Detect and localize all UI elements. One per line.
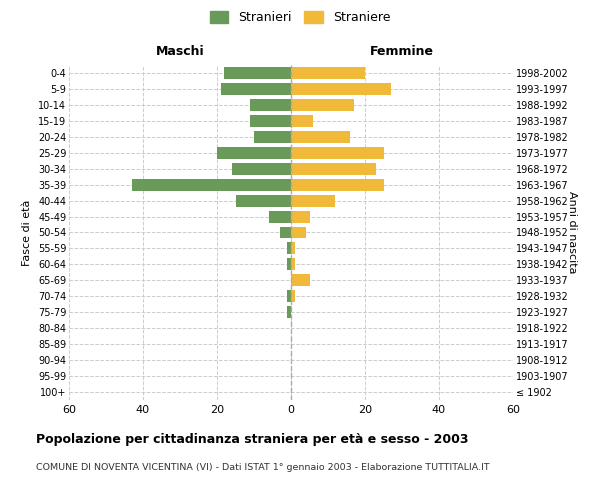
Bar <box>269 210 291 222</box>
Bar <box>291 83 391 95</box>
Bar <box>217 147 291 158</box>
Bar <box>291 162 376 174</box>
Text: Femmine: Femmine <box>370 46 434 59</box>
Bar <box>291 99 354 111</box>
Y-axis label: Anni di nascita: Anni di nascita <box>567 191 577 274</box>
Bar <box>291 274 310 286</box>
Bar <box>291 131 350 143</box>
Bar <box>221 83 291 95</box>
Bar <box>287 290 291 302</box>
Bar <box>291 290 295 302</box>
Bar <box>224 67 291 79</box>
Bar <box>250 99 291 111</box>
Bar <box>254 131 291 143</box>
Bar <box>291 210 310 222</box>
Text: Popolazione per cittadinanza straniera per età e sesso - 2003: Popolazione per cittadinanza straniera p… <box>36 432 469 446</box>
Bar <box>291 194 335 206</box>
Bar <box>232 162 291 174</box>
Bar <box>235 194 291 206</box>
Bar <box>291 115 313 127</box>
Bar <box>280 226 291 238</box>
Bar <box>250 115 291 127</box>
Bar <box>132 178 291 190</box>
Text: COMUNE DI NOVENTA VICENTINA (VI) - Dati ISTAT 1° gennaio 2003 - Elaborazione TUT: COMUNE DI NOVENTA VICENTINA (VI) - Dati … <box>36 462 490 471</box>
Bar <box>291 67 365 79</box>
Bar <box>291 178 383 190</box>
Legend: Stranieri, Straniere: Stranieri, Straniere <box>205 6 395 29</box>
Bar <box>287 306 291 318</box>
Bar <box>287 242 291 254</box>
Bar <box>287 258 291 270</box>
Bar <box>291 226 306 238</box>
Y-axis label: Fasce di età: Fasce di età <box>22 200 32 266</box>
Text: Maschi: Maschi <box>155 46 205 59</box>
Bar <box>291 147 383 158</box>
Bar <box>291 242 295 254</box>
Bar <box>291 258 295 270</box>
